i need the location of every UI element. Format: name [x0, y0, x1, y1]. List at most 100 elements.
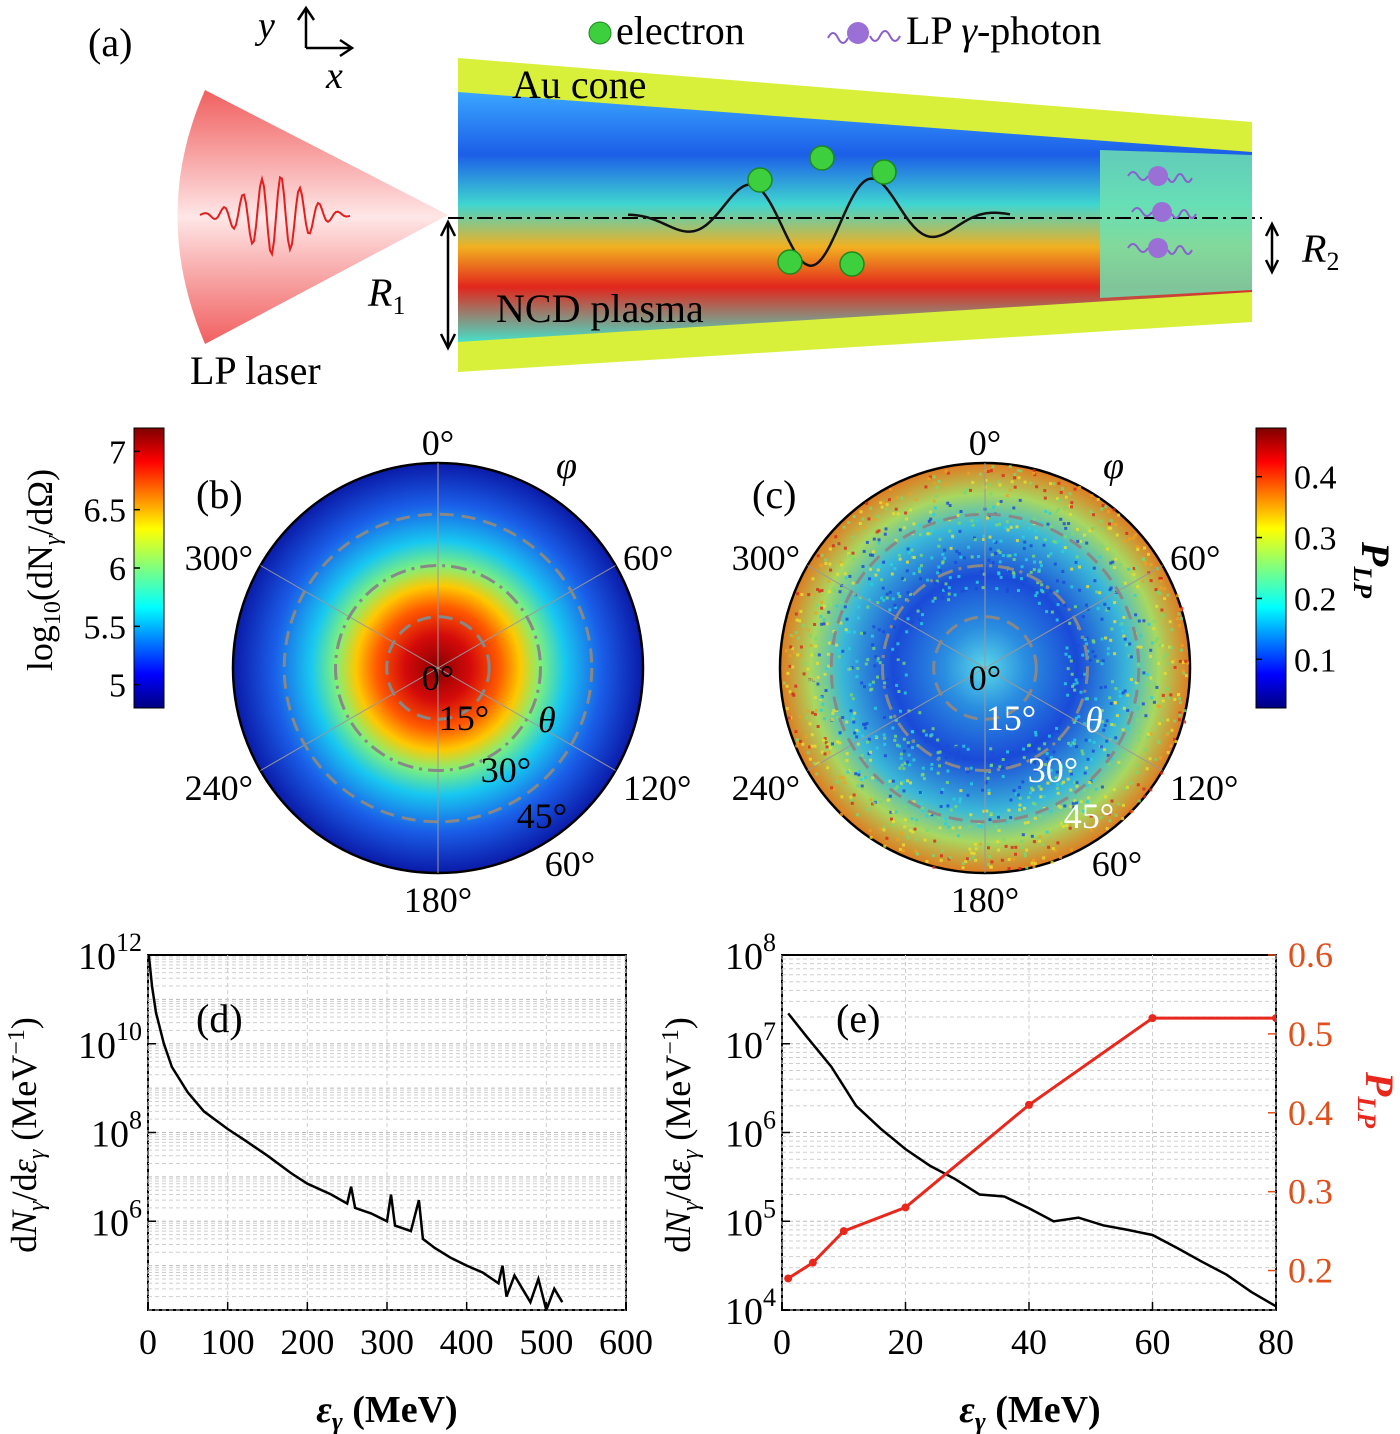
colorbar-tick-label: 0.2: [1294, 581, 1337, 618]
noise-dot: [794, 631, 798, 635]
noise-dot: [1028, 743, 1032, 747]
laser-wave: [199, 175, 351, 258]
noise-dot: [982, 572, 986, 576]
theta-tick-label: 15°: [986, 698, 1036, 738]
noise-dot: [1100, 507, 1104, 511]
noise-dot: [1055, 579, 1059, 583]
phi-tick-label: 240°: [185, 768, 253, 808]
noise-dot: [843, 546, 847, 550]
r2-arrowhead-top: [1264, 221, 1280, 237]
photon-particle: [1152, 202, 1172, 222]
axis-y-label: y: [254, 5, 275, 47]
noise-dot: [819, 696, 823, 699]
noise-dot: [879, 501, 883, 505]
noise-dot: [1005, 820, 1009, 824]
noise-dot: [1103, 723, 1107, 727]
noise-dot: [816, 682, 820, 686]
noise-dot: [899, 831, 903, 835]
noise-dot: [1047, 554, 1050, 558]
noise-dot: [907, 551, 911, 555]
noise-dot: [968, 847, 972, 851]
noise-dot: [872, 801, 876, 805]
noise-dot: [995, 587, 999, 591]
noise-dot: [880, 505, 884, 509]
noise-dot: [1049, 589, 1052, 593]
noise-dot: [840, 563, 844, 567]
noise-dot: [966, 793, 970, 797]
noise-dot: [947, 825, 951, 829]
noise-dot: [998, 522, 1001, 526]
noise-dot: [1005, 589, 1009, 593]
electron-particle: [747, 167, 773, 193]
noise-dot: [904, 673, 908, 677]
noise-dot: [1018, 867, 1022, 870]
noise-dot: [1084, 738, 1088, 742]
noise-dot: [931, 529, 935, 533]
noise-dot: [808, 757, 812, 761]
noise-dot: [1182, 671, 1186, 675]
noise-dot: [971, 481, 975, 484]
noise-dot: [1011, 570, 1015, 574]
noise-dot: [921, 806, 925, 810]
noise-dot: [1136, 706, 1140, 710]
noise-dot: [860, 681, 864, 685]
noise-dot: [1113, 723, 1117, 727]
noise-dot: [869, 567, 873, 571]
noise-dot: [1149, 579, 1153, 583]
noise-dot: [896, 496, 900, 500]
noise-dot: [1069, 805, 1073, 809]
noise-dot: [1146, 673, 1150, 677]
noise-dot: [1053, 848, 1057, 852]
noise-dot: [914, 498, 918, 502]
noise-dot: [855, 813, 859, 817]
noise-dot: [1134, 613, 1138, 617]
noise-dot: [822, 738, 826, 742]
noise-dot: [966, 747, 970, 751]
noise-dot: [813, 623, 817, 626]
noise-dot: [1080, 749, 1084, 753]
noise-dot: [835, 716, 839, 720]
noise-dot: [1166, 718, 1170, 722]
noise-dot: [819, 614, 823, 618]
panel-b: 7 6.5 6 5.5 5 log10(dNγ/dΩ) 0° 60° 120° 180° 240…: [20, 423, 691, 920]
noise-dot: [1092, 526, 1096, 529]
noise-dot: [801, 742, 805, 746]
noise-dot: [912, 522, 916, 526]
noise-dot: [794, 684, 798, 688]
noise-dot: [882, 630, 886, 634]
noise-dot: [1005, 588, 1009, 592]
noise-dot: [1089, 828, 1093, 832]
noise-dot: [1136, 764, 1140, 768]
colorbar-b-ticks: 7 6.5 6 5.5 5: [84, 434, 140, 705]
noise-dot: [893, 738, 897, 742]
noise-dot: [921, 766, 925, 770]
noise-dot: [1030, 861, 1034, 865]
noise-dot: [1029, 544, 1033, 548]
noise-dot: [1081, 809, 1085, 813]
noise-dot: [813, 744, 817, 748]
noise-dot: [1045, 610, 1049, 614]
polar-grid-b: 0°60°120°180°240°300°φ0°15°30°45°60°θ: [185, 423, 692, 920]
phi-tick-label: 240°: [732, 768, 800, 808]
colorbar-tick-label: 6: [109, 551, 126, 588]
noise-dot: [1006, 750, 1009, 754]
noise-dot: [1143, 795, 1147, 799]
x-tick-label: 500: [519, 1322, 573, 1362]
noise-dot: [1128, 642, 1132, 646]
noise-dot: [942, 588, 946, 592]
noise-dot: [840, 795, 844, 799]
noise-dot: [974, 587, 978, 591]
noise-dot: [889, 715, 893, 719]
noise-dot: [1166, 750, 1170, 754]
noise-dot: [1086, 800, 1089, 804]
noise-dot: [888, 590, 892, 594]
noise-dot: [954, 560, 958, 564]
noise-dot: [1108, 738, 1112, 742]
noise-dot: [1063, 604, 1067, 608]
noise-dot: [852, 557, 856, 561]
noise-dot: [1018, 808, 1022, 812]
noise-dot: [1169, 693, 1173, 697]
noise-dot: [989, 469, 993, 473]
phi-tick-label: 60°: [1170, 538, 1220, 578]
noise-dot: [1009, 798, 1013, 802]
